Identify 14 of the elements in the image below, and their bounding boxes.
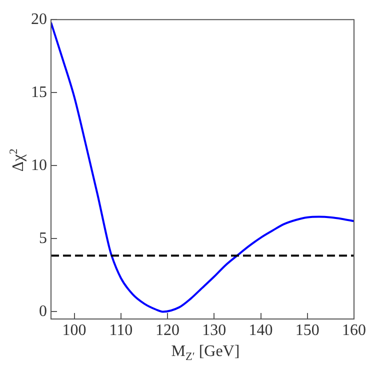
x-tick-label: 120 [156, 322, 180, 339]
x-tick-label: 150 [295, 322, 320, 339]
y-tick-label: 20 [31, 10, 47, 28]
y-tick-label: 0 [39, 302, 47, 320]
y-tick-label: 5 [39, 230, 47, 247]
x-tick-label: 110 [109, 322, 133, 339]
x-tick-label: 160 [342, 322, 366, 339]
x-tick-label: 140 [248, 322, 273, 339]
y-tick-label: 10 [31, 156, 47, 174]
line-series [51, 22, 354, 313]
x-axis-title: M$_{Z′}$ [GeV] [170, 343, 241, 364]
y-tick-label: 15 [31, 84, 47, 101]
x-tick-label: 130 [202, 322, 226, 339]
x-tick-label: 100 [62, 322, 86, 339]
